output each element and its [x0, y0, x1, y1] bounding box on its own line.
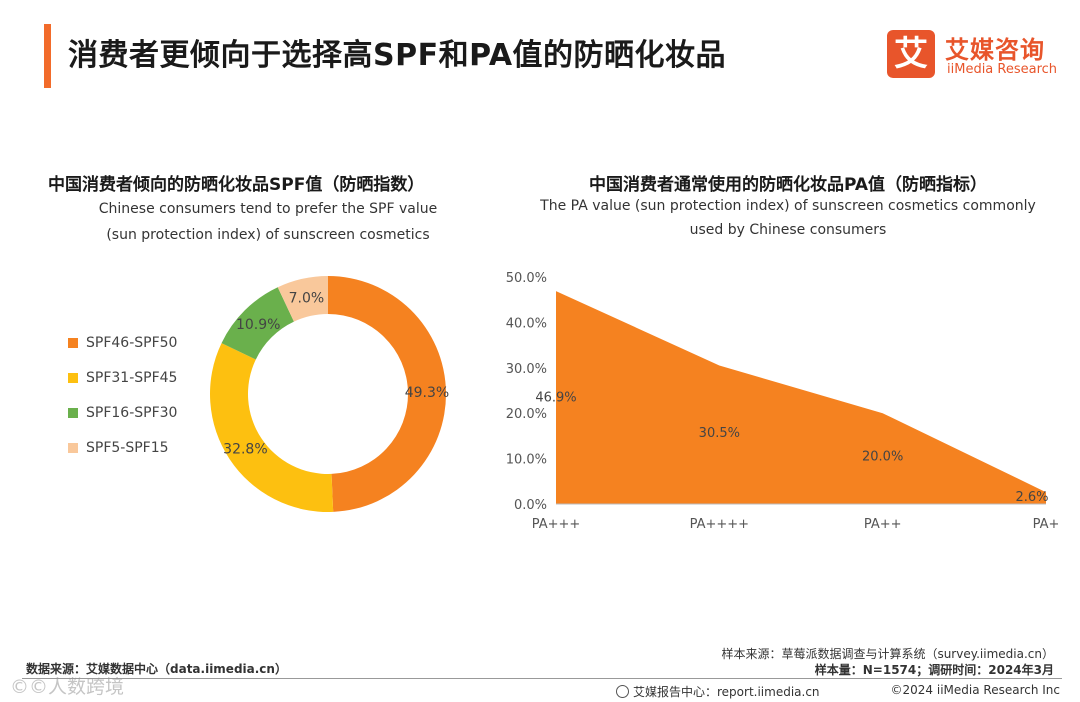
donut-data-label: 49.3%: [405, 385, 449, 401]
legend-label: SPF16-SPF30: [86, 405, 178, 421]
area-data-label: 30.5%: [699, 426, 740, 441]
area-data-label: 20.0%: [862, 450, 903, 465]
iimedia-logo: 艾 艾媒咨询 iiMedia Research: [887, 30, 1067, 82]
legend-item: SPF16-SPF30: [68, 403, 177, 423]
legend-item: SPF46-SPF50: [68, 333, 177, 353]
donut-data-label: 7.0%: [289, 290, 325, 306]
donut-data-label: 32.8%: [223, 442, 267, 458]
pa-chart-subtitle-line1: The PA value (sun protection index) of s…: [540, 198, 1036, 214]
legend-item: SPF5-SPF15: [68, 438, 177, 458]
legend-swatch: [68, 338, 78, 348]
x-tick-label: PA+++: [532, 517, 581, 532]
data-source: 数据来源：艾媒数据中心（data.iimedia.cn）: [26, 662, 287, 676]
logo-mark-icon: 艾: [887, 30, 935, 78]
copyright: ©2024 iiMedia Research Inc: [890, 683, 1060, 697]
page-title: 消费者更倾向于选择高SPF和PA值的防晒化妆品: [68, 38, 727, 73]
logo-english-name: iiMedia Research: [947, 62, 1058, 77]
donut-data-label: 10.9%: [236, 317, 280, 333]
legend-swatch: [68, 373, 78, 383]
title-accent-bar: [44, 24, 51, 88]
watermark: ©©人数跨境: [10, 676, 125, 698]
y-tick-label: 10.0%: [506, 453, 547, 468]
y-tick-label: 30.0%: [506, 362, 547, 377]
donut-slice: [328, 276, 446, 512]
x-tick-label: PA++: [864, 517, 902, 532]
legend-swatch: [68, 408, 78, 418]
sample-source: 样本来源：草莓派数据调查与计算系统（survey.iimedia.cn）: [721, 647, 1054, 661]
globe-icon: [616, 685, 629, 698]
area-data-label: 2.6%: [1015, 490, 1048, 505]
x-tick-label: PA++++: [690, 517, 749, 532]
area-series: [556, 291, 1046, 504]
y-tick-label: 0.0%: [514, 498, 547, 513]
pa-chart-title: 中国消费者通常使用的防晒化妆品PA值（防晒指标）: [588, 175, 988, 195]
spf-chart-subtitle-line1: Chinese consumers tend to prefer the SPF…: [98, 201, 438, 217]
area-data-label: 46.9%: [535, 391, 576, 406]
legend-item: SPF31-SPF45: [68, 368, 177, 388]
y-tick-label: 20.0%: [506, 407, 547, 422]
spf-chart-subtitle-line2: (sun protection index) of sunscreen cosm…: [106, 227, 430, 243]
legend-swatch: [68, 443, 78, 453]
spf-chart-title: 中国消费者倾向的防晒化妆品SPF值（防晒指数）: [48, 175, 425, 195]
donut-slice: [221, 287, 294, 360]
spf-legend: SPF46-SPF50 SPF31-SPF45 SPF16-SPF30 SPF5…: [68, 333, 177, 473]
legend-label: SPF5-SPF15: [86, 440, 169, 456]
pa-area-chart: 0.0% 10.0% 20.0% 30.0% 40.0% 50.0% PA+++ PA++++…: [506, 271, 1060, 532]
sample-size: 样本量：N=1574；调研时间：2024年3月: [814, 663, 1054, 677]
logo-chinese-name: 艾媒咨询: [945, 36, 1045, 64]
donut-slice: [277, 276, 328, 322]
footer-divider: [22, 678, 1062, 679]
y-tick-label: 40.0%: [506, 316, 547, 331]
legend-label: SPF31-SPF45: [86, 370, 178, 386]
y-tick-label: 50.0%: [506, 271, 547, 286]
spf-donut-chart: 49.3% 32.8% 10.9% 7.0%: [210, 276, 449, 512]
pa-chart-subtitle-line2: used by Chinese consumers: [689, 222, 887, 238]
x-tick-label: PA+: [1033, 517, 1060, 532]
legend-label: SPF46-SPF50: [86, 335, 178, 351]
report-center: 艾媒报告中心：report.iimedia.cn: [616, 683, 820, 700]
donut-slice: [210, 343, 334, 512]
report-center-text: 艾媒报告中心：report.iimedia.cn: [633, 685, 820, 699]
